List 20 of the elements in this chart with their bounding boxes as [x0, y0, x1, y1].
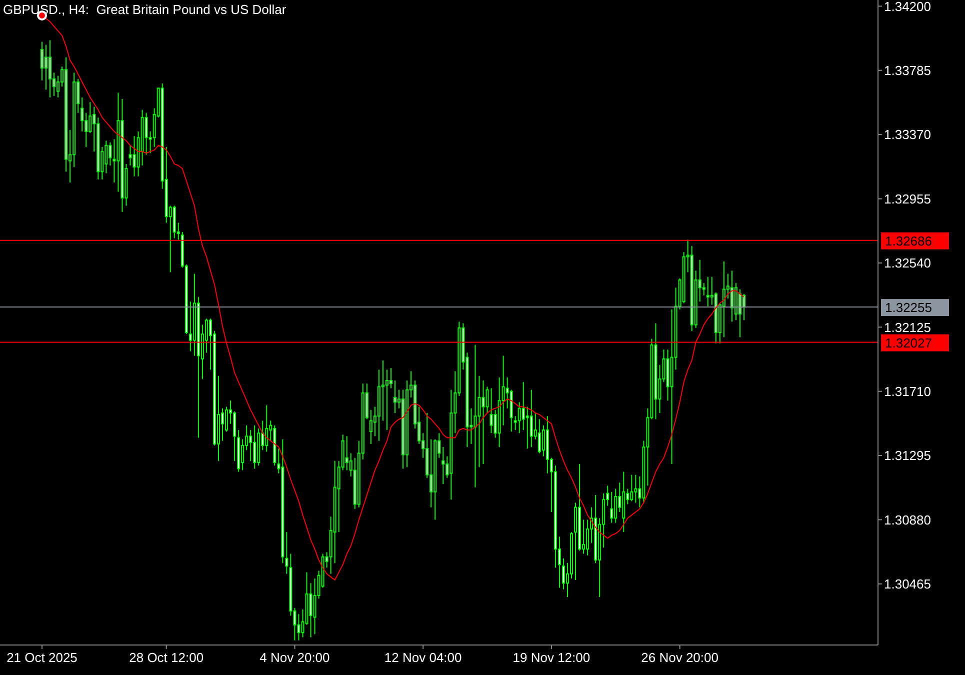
y-tick-label: 1.32540	[884, 256, 931, 271]
y-tick-label: 1.33785	[884, 62, 931, 78]
y-tick-label: 1.31295	[884, 448, 931, 464]
y-tick-label: 1.32955	[884, 191, 931, 206]
y-tick-label: 1.31710	[884, 384, 931, 399]
x-tick-label: 12 Nov 04:00	[384, 650, 462, 665]
x-tick-label: 26 Nov 20:00	[641, 650, 718, 665]
y-tick-label: 1.34200	[884, 0, 931, 14]
chart-title: GBPUSD., H4: Great Britain Pound vs US Dollar	[3, 2, 286, 17]
x-tick-label: 4 Nov 20:00	[260, 650, 330, 665]
x-tick-label: 21 Oct 2025	[6, 650, 78, 665]
y-tick-label: 1.33370	[884, 127, 931, 142]
y-tick-label: 1.30465	[884, 576, 931, 592]
x-tick-label: 28 Oct 12:00	[129, 650, 204, 665]
y-tick-label: 1.32125	[884, 320, 931, 335]
ref-line-label: 1.32686	[885, 233, 932, 248]
y-tick-label: 1.30880	[884, 512, 931, 528]
ref-line-label: 1.32027	[885, 335, 932, 350]
x-tick-label: 19 Nov 12:00	[512, 650, 590, 665]
ref-line-label: 1.32255	[885, 300, 932, 316]
